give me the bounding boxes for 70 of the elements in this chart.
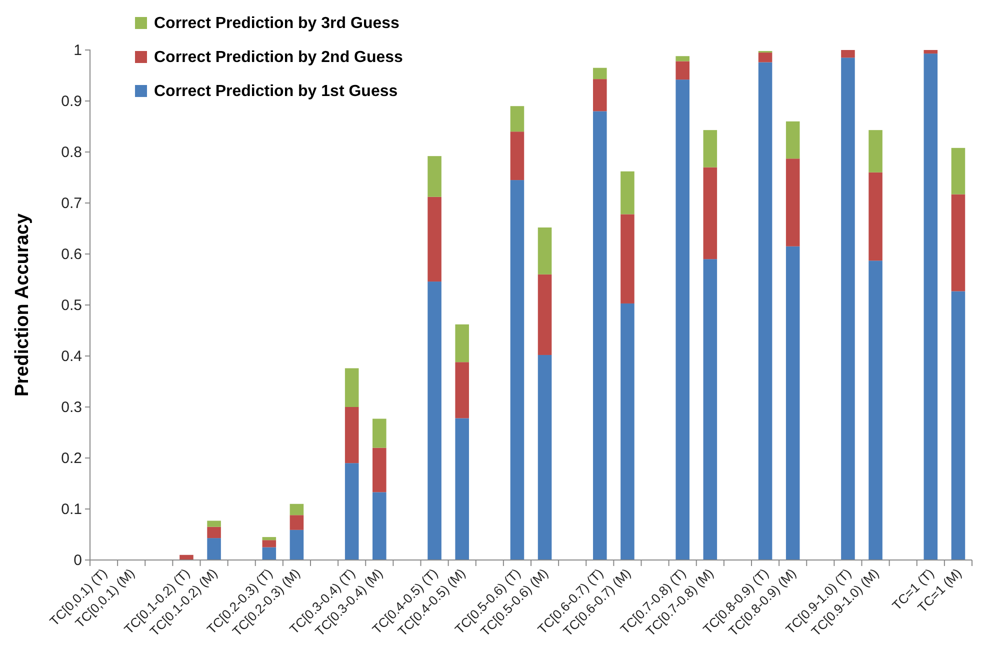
bar xyxy=(207,520,221,527)
y-tick-label: 0.7 xyxy=(61,194,82,212)
bar xyxy=(428,282,442,560)
bar xyxy=(262,547,276,560)
y-tick-label: 0.5 xyxy=(61,296,82,314)
bar xyxy=(207,538,221,560)
bar xyxy=(620,214,634,304)
bar xyxy=(372,448,386,492)
bar xyxy=(344,407,359,464)
bar xyxy=(180,554,194,560)
bar xyxy=(428,156,442,197)
bar xyxy=(538,274,552,355)
y-tick-label: 0.1 xyxy=(61,500,82,518)
bar xyxy=(703,130,718,168)
bar xyxy=(290,515,304,530)
bar xyxy=(786,158,800,246)
bar xyxy=(372,418,386,448)
bar xyxy=(951,148,966,194)
bar xyxy=(262,540,276,548)
bar xyxy=(868,172,882,261)
y-tick-label: 0.4 xyxy=(61,348,82,365)
y-axis-title: Prediction Accuracy xyxy=(12,213,33,397)
bar xyxy=(290,504,304,516)
bar xyxy=(455,362,469,418)
bar xyxy=(951,291,966,560)
bar xyxy=(758,52,772,62)
bar xyxy=(510,106,524,132)
bar xyxy=(676,80,690,560)
bar xyxy=(786,246,800,560)
bar xyxy=(758,62,772,560)
legend-label: Correct Prediction by 1st Guess xyxy=(154,83,398,100)
y-tick-label: 0.8 xyxy=(61,144,82,161)
y-tick-label: 0.2 xyxy=(61,450,82,467)
bar xyxy=(951,194,966,292)
bar xyxy=(510,180,524,560)
bar xyxy=(455,418,469,560)
bar xyxy=(676,56,690,62)
legend-label: Correct Prediction by 2nd Guess xyxy=(154,49,404,66)
bar xyxy=(841,58,855,560)
bar xyxy=(924,50,938,54)
bar xyxy=(593,111,607,560)
bar xyxy=(207,526,221,538)
bar xyxy=(262,537,276,540)
bar xyxy=(538,227,552,274)
bar xyxy=(841,50,855,58)
bar xyxy=(372,492,386,560)
bar xyxy=(593,68,607,80)
bar xyxy=(703,259,718,560)
bar xyxy=(455,324,469,362)
y-tick-label: 1 xyxy=(74,42,82,59)
y-tick-label: 0.3 xyxy=(61,398,82,416)
bar xyxy=(538,354,552,560)
bar xyxy=(428,196,442,282)
legend-label: Correct Prediction by 3rd Guess xyxy=(154,15,400,32)
bar xyxy=(620,171,634,214)
bar xyxy=(344,463,359,560)
y-tick-label: 0.9 xyxy=(61,92,82,110)
bar xyxy=(290,530,304,560)
y-tick-label: 0 xyxy=(74,552,82,569)
bar xyxy=(868,130,882,172)
bar xyxy=(703,167,718,260)
bar xyxy=(786,121,800,159)
y-tick-label: 0.6 xyxy=(61,246,82,263)
bar xyxy=(344,368,359,407)
bar xyxy=(593,79,607,112)
bar xyxy=(620,303,634,560)
bar xyxy=(924,54,938,560)
bar xyxy=(676,61,690,80)
bar xyxy=(510,132,524,180)
bar xyxy=(868,260,882,560)
